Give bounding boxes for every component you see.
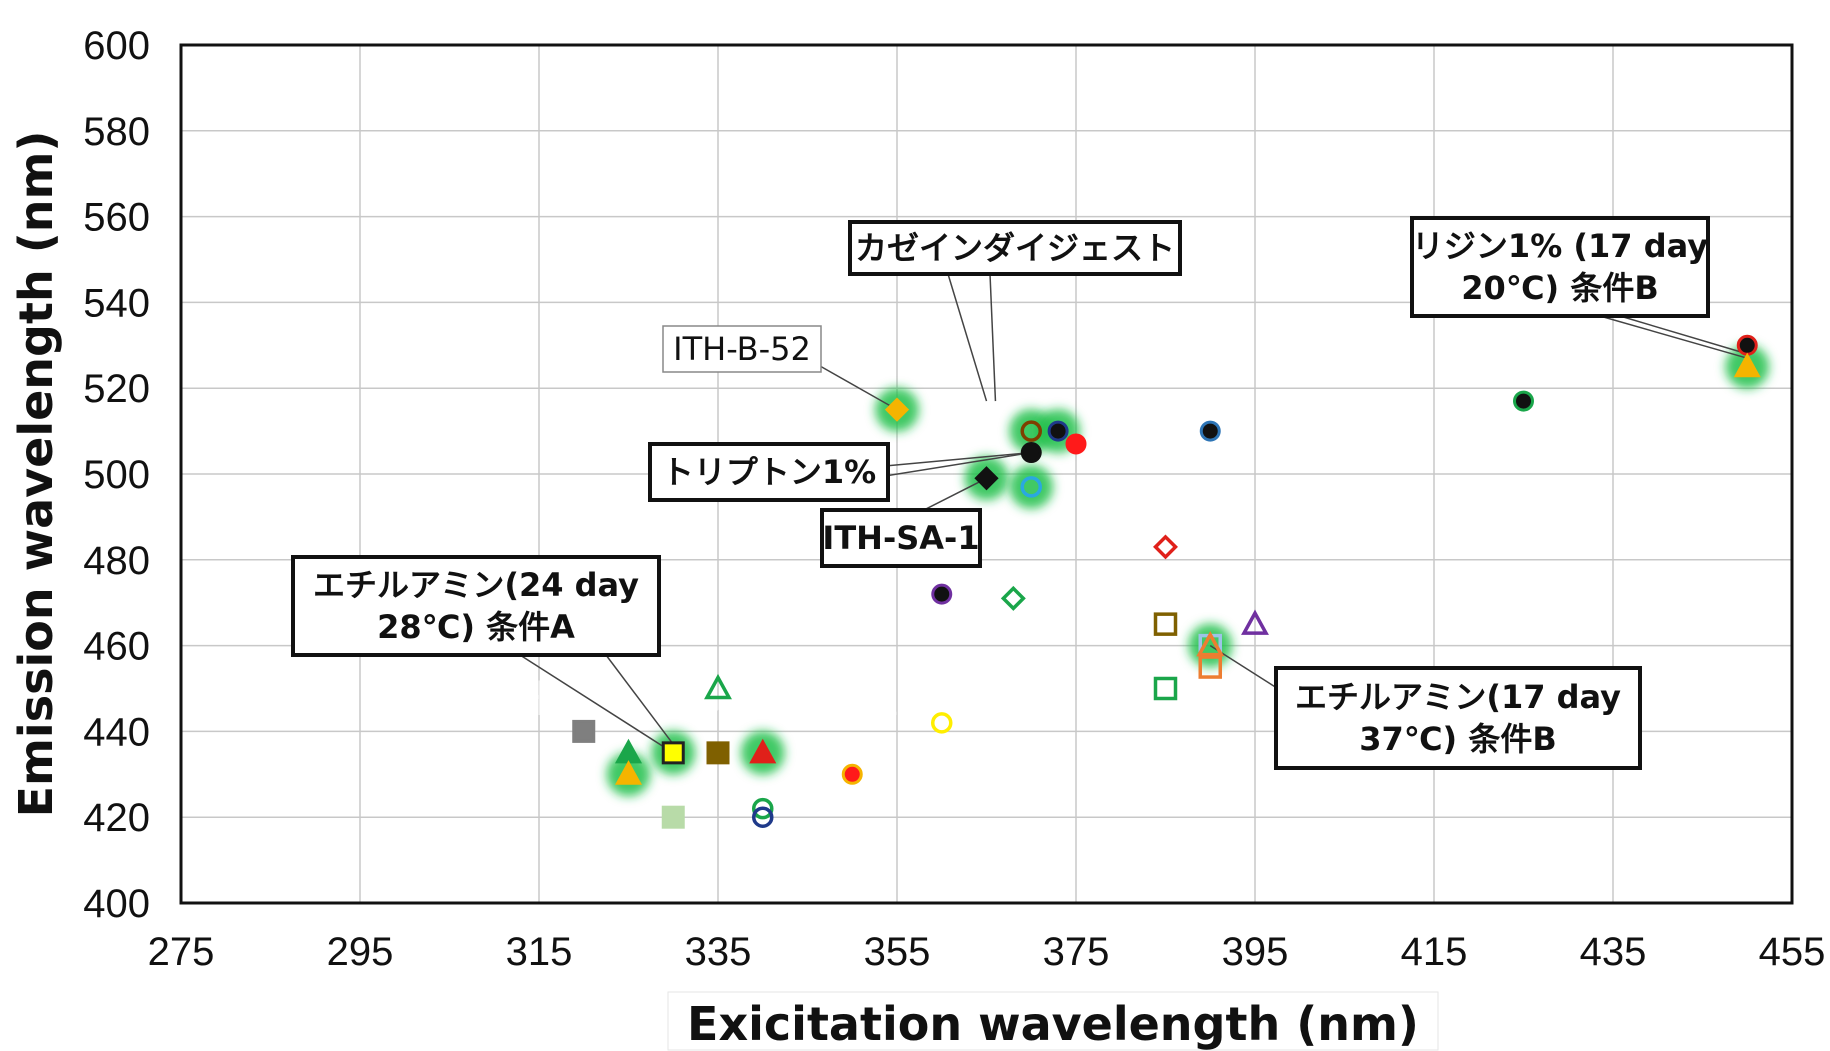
point-circle — [931, 583, 953, 605]
point-circle — [1513, 390, 1534, 412]
callout-label: カゼインダイジェスト — [855, 229, 1175, 267]
point-triangle — [1196, 630, 1225, 657]
watermark: NAPSHA, SMGA+Tryptone — [375, 670, 980, 726]
point-square — [661, 741, 685, 765]
point-circle — [1020, 476, 1042, 498]
y-tick-label: 580 — [83, 110, 150, 154]
point-diamond — [974, 466, 999, 491]
x-tick-label: 435 — [1580, 930, 1647, 974]
point-square — [1153, 676, 1178, 701]
callout-box — [1274, 666, 1642, 770]
callout-label: 20℃) 条件B — [1461, 269, 1658, 307]
point-circle — [1020, 420, 1042, 442]
callout-leader — [605, 654, 674, 745]
point-triangle — [1241, 609, 1269, 635]
callout-leaders — [519, 273, 1748, 754]
x-tick-label: 295 — [327, 930, 394, 974]
x-tick-labels: 275 295 315 335 355 375 395 415 435 455 — [148, 930, 1826, 974]
callout-box — [291, 555, 661, 657]
callout-leader — [519, 654, 674, 754]
point-circle — [1047, 420, 1069, 442]
callout-leader — [989, 273, 997, 402]
y-tick-label: 540 — [83, 281, 150, 325]
point-triangle — [749, 738, 777, 764]
callout-label: 28℃) 条件A — [377, 608, 575, 646]
point-circle — [1736, 334, 1758, 356]
y-tick-label: 500 — [83, 453, 150, 497]
y-tick-label: 400 — [83, 882, 150, 926]
callout-box — [848, 220, 1182, 276]
point-triangle — [1733, 352, 1761, 378]
point-triangle — [704, 673, 732, 700]
callout-leader — [1619, 315, 1748, 355]
x-tick-label: 315 — [506, 930, 573, 974]
point-circle — [1199, 420, 1221, 442]
y-tick-label: 420 — [83, 796, 150, 840]
point-diamond — [1153, 534, 1178, 560]
point-circle — [752, 797, 774, 820]
point-diamond — [1000, 585, 1026, 611]
x-axis-title: Exicitation wavelength (nm) — [687, 997, 1419, 1051]
callout-label: エチルアミン(24 day — [313, 566, 639, 604]
callout-label: ITH-SA-1 — [822, 519, 979, 557]
x-tick-label: 275 — [148, 930, 215, 974]
y-axis-title: Emission wavelength (nm) — [9, 131, 63, 818]
point-circle — [1065, 433, 1087, 455]
x-axis-title-box — [667, 991, 1439, 1051]
callout-label: エチルアミン(17 day — [1295, 678, 1621, 716]
point-square — [1198, 655, 1222, 679]
y-tick-label: 520 — [83, 367, 150, 411]
callout-label: ITH-B-52 — [673, 330, 811, 368]
y-tick-label: 440 — [83, 710, 150, 754]
point-square — [1153, 612, 1178, 636]
callout-leader — [819, 365, 898, 411]
callout-label: リジン1% (17 day — [1412, 227, 1708, 265]
callout-leader — [947, 273, 988, 402]
x-tick-label: 415 — [1401, 930, 1468, 974]
callout-box — [820, 508, 982, 568]
x-tick-label: 335 — [685, 930, 752, 974]
point-square — [706, 741, 730, 765]
y-tick-label: 480 — [83, 539, 150, 583]
y-tick-label: 560 — [83, 196, 150, 240]
y-tick-label: 460 — [83, 625, 150, 669]
point-glow — [1009, 464, 1054, 509]
callout-box — [648, 442, 890, 502]
point-circle — [752, 806, 774, 828]
watermark-text: NAPSHA, SMGA+Tryptone — [375, 670, 980, 726]
y-tick-labels: 400 420 440 460 480 500 520 540 560 580 600 — [83, 24, 150, 926]
point-triangle — [614, 760, 643, 785]
y-tick-label: 600 — [83, 24, 150, 68]
x-tick-label: 375 — [1043, 930, 1110, 974]
callout-leader — [1599, 315, 1748, 359]
callout-box — [662, 325, 822, 373]
point-circle — [841, 763, 863, 785]
point-diamond — [884, 397, 910, 422]
callout-leader — [884, 451, 1032, 477]
callout-leader — [884, 451, 1032, 467]
callout-label: 37℃) 条件B — [1359, 720, 1556, 758]
point-circle — [931, 712, 953, 734]
x-tick-label: 395 — [1222, 930, 1289, 974]
point-circle — [1020, 442, 1042, 464]
callouts: カゼインダイジェスト ITH-B-52 トリプトン1% ITH-SA-1 エチルアミン(… — [291, 216, 1710, 770]
x-tick-label: 355 — [864, 930, 931, 974]
x-tick-label: 455 — [1759, 930, 1826, 974]
data-points — [572, 334, 1761, 829]
point-square — [572, 719, 596, 743]
point-square — [661, 805, 685, 829]
callout-label: トリプトン1% — [662, 453, 876, 491]
callout-leader — [919, 477, 987, 513]
plot-area-frame — [179, 43, 1794, 905]
point-triangle — [614, 738, 643, 764]
callout-box — [1410, 216, 1710, 318]
